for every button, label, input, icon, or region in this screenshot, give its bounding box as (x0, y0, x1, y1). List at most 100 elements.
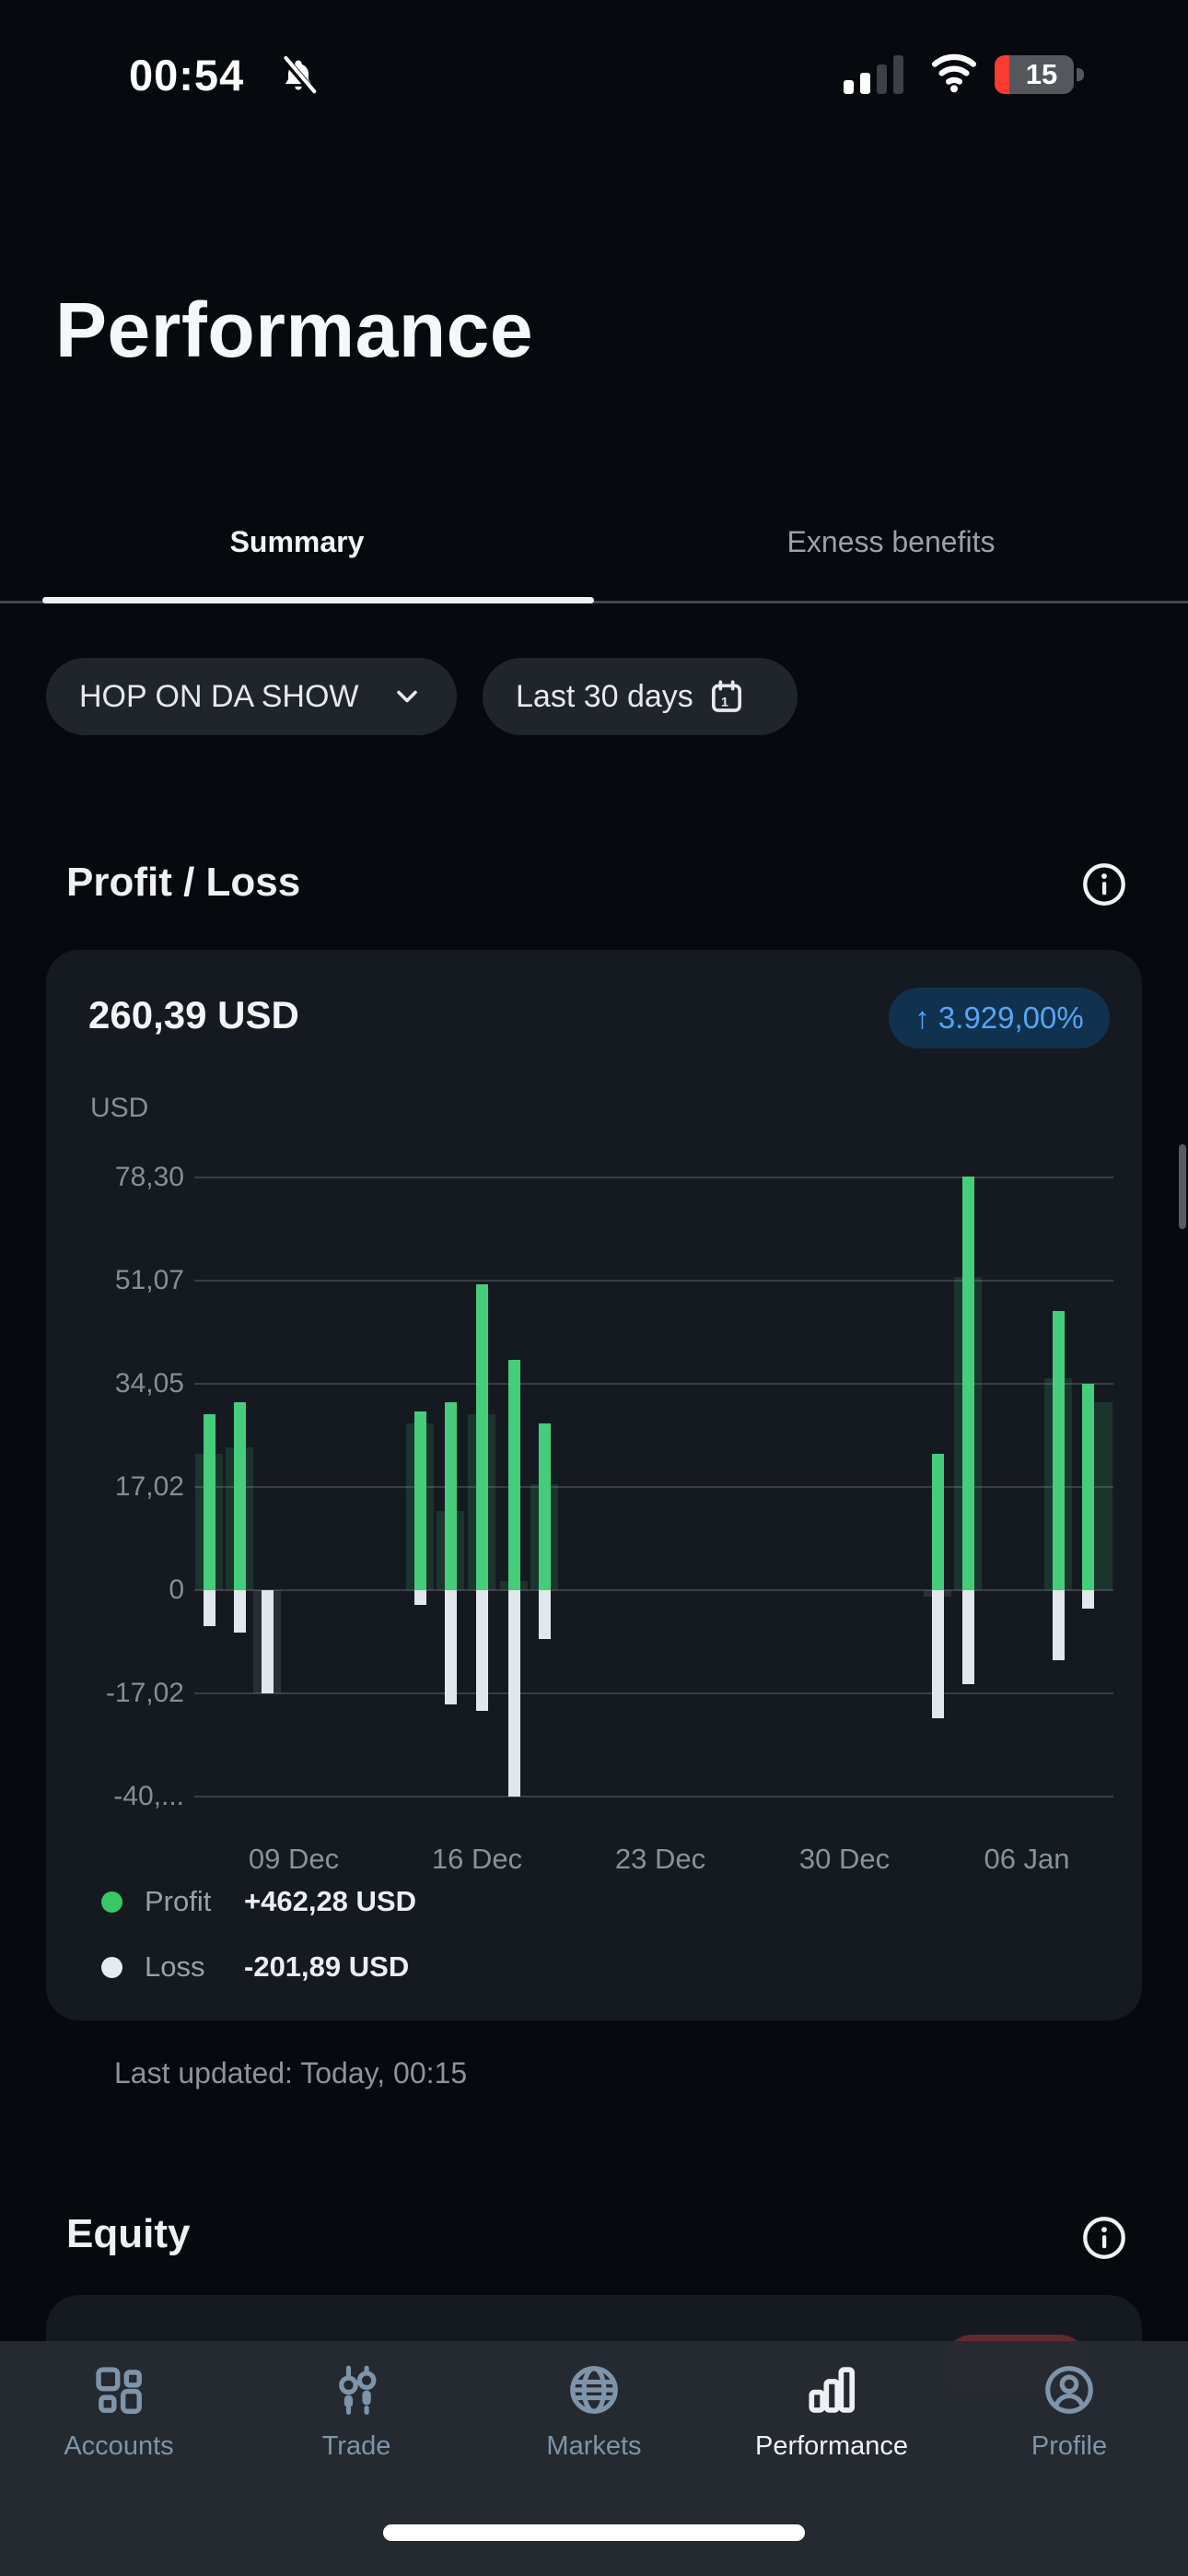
profit-loss-heading: Profit / Loss (66, 860, 301, 905)
bar-profit-06-Dec[interactable] (203, 1414, 215, 1590)
nav-item-trade[interactable]: Trade (238, 2361, 475, 2462)
chart-axis-unit: USD (90, 1093, 149, 1123)
nav-label-accounts: Accounts (64, 2431, 174, 2461)
battery-percentage: 15 (1025, 58, 1058, 90)
nav-item-profile[interactable]: Profile (950, 2361, 1188, 2462)
chart-y-tick-label: -40,... (113, 1781, 184, 1811)
bar-profit-07-Jan[interactable] (1052, 1311, 1065, 1590)
tab-exness-benefits[interactable]: Exness benefits (594, 501, 1188, 601)
bar-profit-08-Jan[interactable] (1081, 1384, 1094, 1590)
chart-x-tick-label: 30 Dec (798, 1843, 891, 1875)
nav-label-markets: Markets (546, 2431, 642, 2461)
profit-loss-card (46, 950, 1142, 2020)
bar-loss-07-Dec[interactable] (233, 1590, 246, 1633)
status-time: 00:54 (129, 51, 245, 100)
bar-profit-04-Jan[interactable] (961, 1177, 974, 1590)
tab-summary-label: Summary (229, 525, 365, 558)
chart-x-tick-label: 06 Jan (984, 1843, 1070, 1875)
battery-low-fill (995, 55, 1009, 94)
chart-gridline (194, 1280, 1113, 1282)
wifi-icon (931, 53, 977, 93)
bar-profit-16-Dec[interactable] (475, 1283, 488, 1590)
chart-y-tick-label: 17,02 (114, 1471, 184, 1502)
legend-profit-row: Profit +462,28 USD (101, 1885, 416, 1918)
profit-legend-label: Profit (145, 1885, 212, 1917)
last-updated-text: Last updated: Today, 00:15 (114, 2056, 468, 2090)
bar-loss-06-Dec[interactable] (203, 1590, 215, 1627)
bar-loss-15-Dec[interactable] (444, 1590, 457, 1705)
profit-legend-value: +462,28 USD (244, 1885, 416, 1917)
chart-y-tick-label: -17,02 (105, 1678, 184, 1708)
nav-item-accounts[interactable]: Accounts (0, 2361, 238, 2462)
nav-label-profile: Profile (1031, 2431, 1108, 2461)
nav-label-performance: Performance (754, 2431, 908, 2461)
page-title: Performance (55, 287, 534, 373)
bar-profit-03-Jan[interactable] (931, 1453, 944, 1590)
notifications-muted-icon (281, 55, 317, 96)
calendar-icon: 1 (711, 680, 741, 712)
chart-y-tick-label: 78,30 (114, 1162, 184, 1192)
nav-item-markets[interactable]: Markets (475, 2361, 713, 2462)
period-selector[interactable]: Last 30 days 1 (483, 658, 798, 735)
tab-bar: Summary Exness benefits (0, 501, 1188, 603)
chart-x-tick-label: 16 Dec (431, 1843, 523, 1875)
account-selector-label: HOP ON DA SHOW (79, 678, 359, 714)
bar-profit-14-Dec[interactable] (413, 1411, 426, 1590)
profit-loss-change-badge: ↑ 3.929,00% (889, 988, 1110, 1048)
chevron-down-icon (397, 690, 417, 703)
chart-gridline (194, 1796, 1113, 1797)
loss-legend-value: -201,89 USD (244, 1950, 410, 1983)
performance-chart-icon (809, 2367, 856, 2413)
bar-profit-18-Dec[interactable] (538, 1423, 551, 1590)
loss-legend-label: Loss (145, 1950, 205, 1983)
bar-loss-08-Jan[interactable] (1081, 1590, 1094, 1609)
bar-loss-16-Dec[interactable] (475, 1590, 488, 1712)
chart-y-tick-label: 51,07 (114, 1265, 184, 1295)
bar-loss-08-Dec[interactable] (261, 1590, 274, 1693)
period-selector-label: Last 30 days (516, 678, 693, 714)
bar-loss-17-Dec[interactable] (507, 1590, 520, 1797)
chart-gridline (194, 1692, 1113, 1694)
profit-loss-info-icon[interactable] (1079, 860, 1129, 909)
chart-gridline (194, 1383, 1113, 1385)
profit-loss-total: 260,39 USD (88, 993, 299, 1036)
profit-legend-dot (101, 1891, 122, 1913)
profit-loss-change-value: ↑ 3.929,00% (914, 1001, 1084, 1035)
active-tab-indicator (42, 597, 594, 603)
trade-icon (339, 2365, 377, 2415)
chart-gridline (194, 1486, 1113, 1488)
battery-icon: 15 (995, 55, 1074, 94)
chart-gridline (194, 1589, 1113, 1591)
chart-x-tick-label: 23 Dec (614, 1843, 706, 1875)
svg-text:1: 1 (721, 695, 728, 709)
equity-heading: Equity (66, 2211, 191, 2256)
chart-x-tick-label: 09 Dec (248, 1843, 340, 1875)
bar-loss-07-Jan[interactable] (1052, 1590, 1065, 1660)
scrollbar[interactable] (1179, 1144, 1186, 1229)
legend-loss-row: Loss -201,89 USD (101, 1950, 409, 1984)
chart-y-tick-label: 0 (169, 1575, 184, 1605)
nav-item-performance[interactable]: Performance (713, 2361, 950, 2462)
bar-profit-15-Dec[interactable] (444, 1402, 457, 1590)
loss-legend-dot (101, 1956, 122, 1978)
tab-exness-benefits-label: Exness benefits (786, 525, 996, 558)
bar-loss-18-Dec[interactable] (538, 1590, 551, 1639)
cellular-signal-icon (844, 55, 915, 94)
account-selector[interactable]: HOP ON DA SHOW (46, 658, 457, 735)
bar-loss-03-Jan[interactable] (931, 1590, 944, 1718)
bar-loss-14-Dec[interactable] (413, 1590, 426, 1606)
profile-icon (1045, 2366, 1093, 2414)
chart-gridline (194, 1177, 1113, 1178)
tab-summary[interactable]: Summary (0, 501, 594, 603)
equity-info-icon[interactable] (1079, 2213, 1129, 2263)
markets-globe-icon (570, 2366, 618, 2414)
bar-profit-17-Dec[interactable] (507, 1360, 520, 1590)
battery-cap (1077, 68, 1084, 81)
accounts-icon (96, 2367, 142, 2414)
chart-y-tick-label: 34,05 (114, 1368, 184, 1399)
bar-profit-07-Dec[interactable] (233, 1402, 246, 1590)
bar-loss-04-Jan[interactable] (961, 1590, 974, 1684)
home-indicator[interactable] (383, 2524, 805, 2541)
